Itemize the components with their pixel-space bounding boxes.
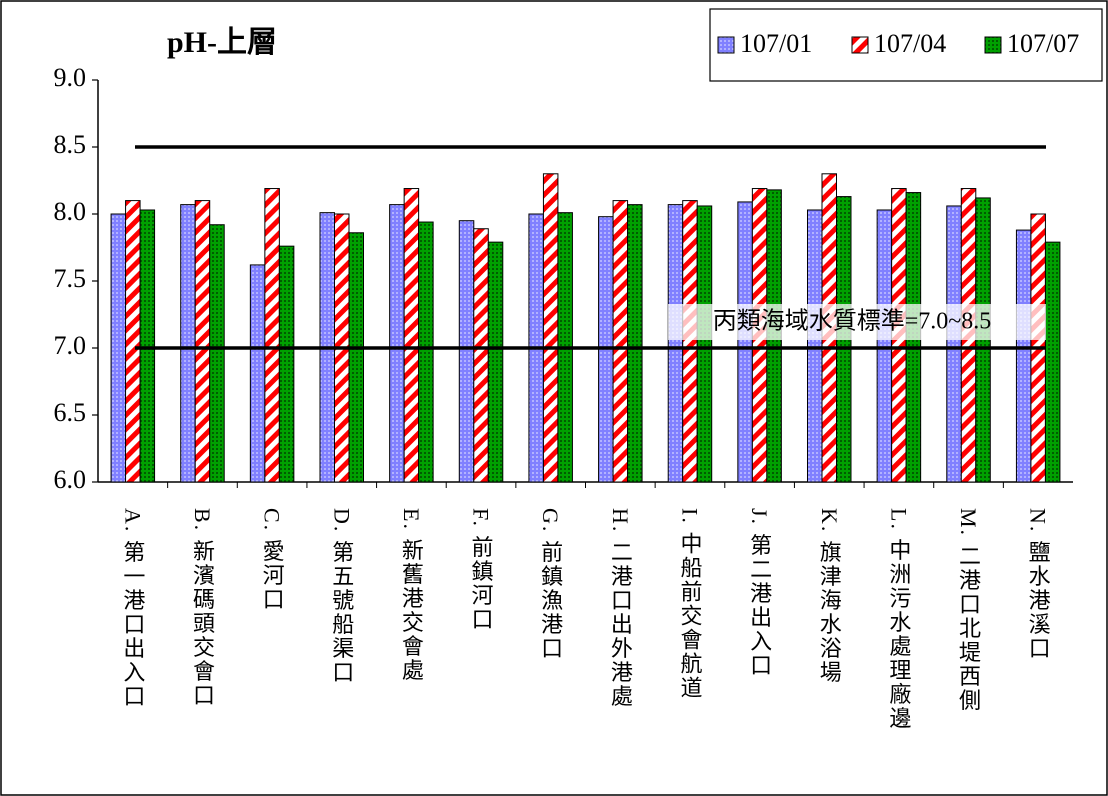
legend-label: 107/01 bbox=[740, 29, 812, 58]
bar bbox=[682, 200, 698, 483]
legend-swatch bbox=[851, 36, 869, 54]
bar bbox=[194, 200, 211, 483]
y-tick-label: 7.5 bbox=[54, 264, 87, 293]
y-tick-label: 6.0 bbox=[54, 465, 87, 494]
x-tick-label: F. 前鎮河口 bbox=[469, 508, 494, 631]
legend-swatch bbox=[984, 36, 1002, 54]
bar bbox=[139, 209, 156, 483]
bar bbox=[627, 204, 643, 483]
bar bbox=[458, 220, 475, 483]
bar bbox=[1015, 229, 1032, 483]
bar bbox=[667, 204, 684, 483]
x-tick-label: K. 旗津海水浴場 bbox=[817, 508, 842, 685]
bar bbox=[737, 201, 753, 483]
bar bbox=[1044, 241, 1061, 483]
bar bbox=[278, 245, 295, 483]
bar bbox=[876, 209, 893, 483]
annotation: 丙類海域水質標準=7.0~8.5 bbox=[713, 308, 992, 335]
y-tick-label: 7.0 bbox=[54, 331, 87, 360]
bar bbox=[180, 204, 196, 483]
bar bbox=[807, 209, 823, 483]
annotation-bg bbox=[668, 304, 1046, 340]
x-tick-label: L. 中洲污水處理廠邊 bbox=[886, 508, 911, 730]
y-tick-label: 6.5 bbox=[54, 398, 87, 427]
bar bbox=[110, 213, 127, 483]
y-tick-label: 8.5 bbox=[54, 130, 87, 159]
bar bbox=[946, 205, 962, 483]
bar bbox=[403, 188, 420, 483]
legend-swatch bbox=[717, 36, 735, 54]
x-tick-label: D. 第五號船渠口 bbox=[329, 508, 354, 685]
legend-label: 107/04 bbox=[874, 29, 946, 58]
bar bbox=[473, 228, 489, 483]
bar bbox=[418, 221, 434, 483]
bar bbox=[612, 200, 629, 483]
x-tick-label: C. 愛河口 bbox=[260, 508, 285, 612]
bar bbox=[125, 200, 141, 483]
x-tick-label: H. 二港口出外港處 bbox=[608, 508, 633, 709]
x-tick-label: J. 第二港出入口 bbox=[747, 508, 772, 678]
y-tick-label: 9.0 bbox=[54, 63, 87, 92]
x-tick-label: G. 前鎮漁港口 bbox=[538, 508, 563, 661]
legend-box bbox=[709, 8, 1103, 82]
bar bbox=[542, 173, 559, 483]
bar bbox=[249, 264, 266, 483]
x-tick-label: A. 第一港口出入口 bbox=[120, 508, 145, 709]
x-tick-label: M. 二港口北堤西側 bbox=[956, 508, 981, 713]
chart-title: pH-上層 bbox=[167, 26, 277, 59]
y-tick-label: 8.0 bbox=[54, 197, 87, 226]
legend-label: 107/07 bbox=[1007, 29, 1079, 58]
bar bbox=[389, 204, 405, 483]
bar bbox=[348, 232, 364, 483]
bar bbox=[696, 205, 713, 483]
x-tick-label: E. 新舊港交會處 bbox=[399, 508, 424, 682]
bar bbox=[264, 188, 280, 483]
x-tick-label: B. 新濱碼頭交會口 bbox=[190, 508, 215, 708]
x-tick-label: N. 鹽水港溪口 bbox=[1026, 508, 1051, 661]
bar bbox=[209, 224, 225, 483]
x-tick-label: I. 中船前交會航道 bbox=[677, 508, 702, 700]
bar bbox=[487, 241, 504, 483]
